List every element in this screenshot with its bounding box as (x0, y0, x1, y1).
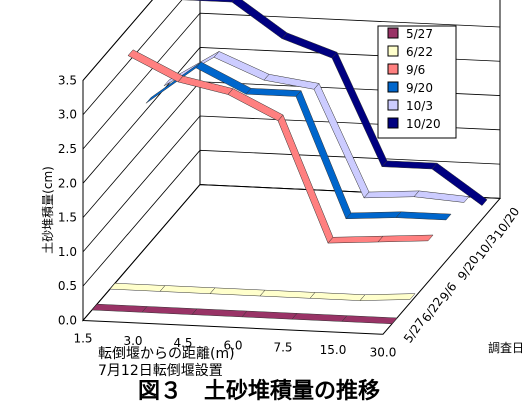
chart-legend: 5/27 6/22 9/6 9/20 10/3 10/20 (377, 25, 457, 139)
x-tick-label: 1.5 (73, 331, 92, 345)
legend-label: 9/6 (406, 63, 425, 77)
series-ribbon (109, 282, 416, 301)
y-tick-label: 1.0 (58, 245, 77, 259)
y-tick-label: 1.5 (58, 211, 77, 225)
series-ribbon (127, 49, 434, 244)
gridline (82, 149, 501, 287)
data-segment (431, 162, 488, 206)
legend-label: 10/20 (406, 117, 441, 131)
series-ribbons (91, 0, 488, 325)
data-segment (327, 235, 384, 244)
x-axis-title: 転倒堰からの距離(m) (98, 345, 235, 362)
data-segment (345, 211, 402, 220)
y-axis-title: 土砂堆積量(cm) (40, 166, 55, 254)
data-segment (413, 190, 470, 203)
y-tick-label: 2.0 (58, 176, 77, 190)
legend-label: 5/27 (406, 27, 433, 41)
data-segment (363, 190, 420, 199)
data-segment (377, 234, 434, 243)
series-ribbon (181, 0, 488, 206)
y-tick-label: 2.5 (58, 142, 77, 156)
x-tick-label: 7.5 (273, 341, 292, 355)
gridline (82, 12, 501, 150)
legend-swatch (387, 45, 399, 57)
series-ribbon (145, 61, 452, 221)
x-tick-label: 30.0 (370, 345, 397, 359)
install-date-note: 7月12日転倒堰設置 (98, 363, 223, 379)
z-axis-title: 調査日 (488, 341, 524, 355)
x-axis-ticks: 1.5 3.0 4.5 6.0 7.5 15.0 30.0 (73, 331, 396, 359)
x-tick-label: 4.5 (173, 336, 192, 350)
gridline (82, 0, 183, 115)
legend-label: 6/22 (406, 45, 433, 59)
x-tick-label: 6.0 (223, 338, 242, 352)
figure-caption: 図３ 土砂堆積量の推移 (138, 378, 380, 404)
y-tick-label: 3.0 (58, 108, 77, 122)
legend-label: 9/20 (406, 81, 433, 95)
series-ribbon (91, 303, 398, 325)
data-segment (341, 315, 398, 325)
data-segment (395, 211, 452, 221)
x-tick-label: 15.0 (320, 343, 347, 357)
data-segment (359, 293, 416, 301)
legend-swatch (387, 99, 399, 111)
legend-swatch (387, 81, 399, 93)
z-tick-label: 10/20 (491, 205, 522, 241)
y-tick-label: 0.5 (58, 279, 77, 293)
y-axis-ticks: 0.0 0.5 1.0 1.5 2.0 2.5 3.0 3.5 (58, 73, 77, 327)
legend-label: 10/3 (406, 99, 433, 113)
y-tick-label: 3.5 (58, 73, 77, 87)
y-tick-label: 0.0 (58, 313, 77, 327)
legend-swatch (387, 117, 399, 129)
gridline (82, 0, 153, 81)
x-tick-label: 3.0 (123, 334, 142, 348)
legend-swatch (387, 63, 399, 75)
legend-swatch (387, 27, 399, 39)
data-segment (181, 0, 235, 3)
